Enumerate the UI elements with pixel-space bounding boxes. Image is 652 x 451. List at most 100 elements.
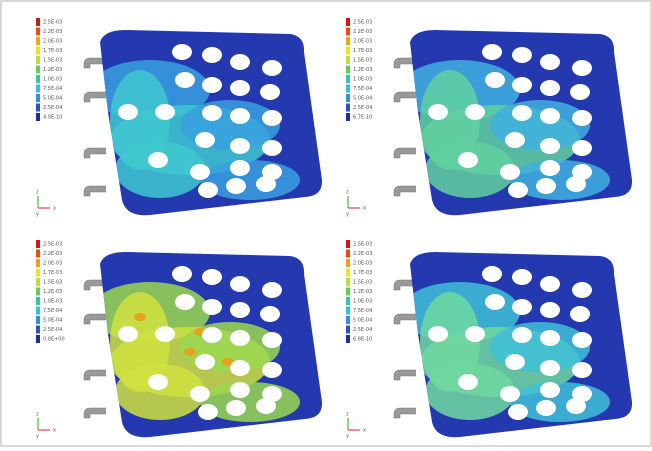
triad-label: x <box>53 428 56 434</box>
hole <box>572 60 592 76</box>
hole <box>155 326 175 342</box>
hole <box>262 140 282 156</box>
hole <box>195 132 215 148</box>
legend-label: 1.7E-03 <box>353 48 372 54</box>
legend-label: 2.5E-03 <box>43 242 62 248</box>
hole <box>572 332 592 348</box>
legend-label: 1.5E-03 <box>353 280 372 286</box>
legend-swatch <box>36 269 40 277</box>
hole <box>505 354 525 370</box>
triad-label: x <box>363 428 366 434</box>
legend-swatch <box>36 250 40 258</box>
legend-label: 2.0E-03 <box>43 39 62 45</box>
hole <box>540 108 560 124</box>
triad-label: y <box>36 434 39 440</box>
hole <box>512 47 532 63</box>
legend-label: 7.5E-04 <box>353 86 372 92</box>
hole <box>230 382 250 398</box>
legend-label: 1.5E-03 <box>353 58 372 64</box>
legend-label: 2.2E-03 <box>353 29 372 35</box>
legend-swatch <box>346 316 350 324</box>
legend-label: 2.5E-03 <box>353 242 372 248</box>
legend-label: 2.0E-03 <box>353 261 372 267</box>
legend-label: 1.0E-03 <box>43 299 62 305</box>
legend-label: 2.5E-04 <box>43 105 62 111</box>
hole <box>572 362 592 378</box>
legend-swatch <box>36 75 40 83</box>
hole <box>508 182 528 198</box>
legend-label: 1.2E-03 <box>353 67 372 73</box>
legend-swatch <box>36 307 40 315</box>
hole <box>428 326 448 342</box>
legend-label: 7.5E-04 <box>43 86 62 92</box>
hole <box>572 282 592 298</box>
hole <box>175 72 195 88</box>
hole <box>458 152 478 168</box>
hole <box>256 398 276 414</box>
hole <box>230 108 250 124</box>
legend-swatch <box>36 240 40 248</box>
hot-spot <box>184 348 196 356</box>
legend-label: 1.2E-03 <box>353 289 372 295</box>
hole <box>540 160 560 176</box>
legend-swatch <box>36 18 40 26</box>
hole <box>262 110 282 126</box>
legend-label: 4.0E-10 <box>43 115 62 121</box>
hole <box>536 178 556 194</box>
hole <box>512 327 532 343</box>
hole <box>198 182 218 198</box>
triad-label: x <box>53 206 56 212</box>
hole <box>482 266 502 282</box>
hole <box>500 164 520 180</box>
hole <box>572 110 592 126</box>
legend-label: 2.5E-04 <box>43 327 62 333</box>
hot-spot <box>134 313 146 321</box>
legend-swatch <box>346 37 350 45</box>
hole <box>540 360 560 376</box>
triad-label: y <box>36 212 39 218</box>
legend-label: 1.7E-03 <box>353 270 372 276</box>
legend-swatch <box>346 104 350 112</box>
legend-label: 2.0E-03 <box>353 39 372 45</box>
hole <box>198 404 218 420</box>
hole <box>230 302 250 318</box>
legend-swatch <box>36 326 40 334</box>
hole <box>428 104 448 120</box>
hole <box>118 104 138 120</box>
legend-label: 1.0E-03 <box>43 77 62 83</box>
legend-swatch <box>36 288 40 296</box>
triad-label: y <box>346 212 349 218</box>
legend-swatch <box>36 316 40 324</box>
hole <box>195 354 215 370</box>
legend-label: 5.0E-04 <box>353 318 372 324</box>
legend-label: 2.5E-04 <box>353 105 372 111</box>
legend-swatch <box>36 335 40 343</box>
legend-swatch <box>346 288 350 296</box>
legend-label: 1.5E-03 <box>43 58 62 64</box>
hole <box>202 269 222 285</box>
legend-label: 2.5E-04 <box>353 327 372 333</box>
hole <box>505 132 525 148</box>
legend-label: 1.0E-03 <box>353 77 372 83</box>
hole <box>202 105 222 121</box>
hole <box>190 164 210 180</box>
triad-label: z <box>36 412 39 418</box>
legend-swatch <box>36 113 40 121</box>
hole <box>485 294 505 310</box>
legend-label: 1.7E-03 <box>43 48 62 54</box>
legend-label: 1.0E-03 <box>353 299 372 305</box>
triad-label: z <box>346 190 349 196</box>
hole <box>508 404 528 420</box>
hole <box>566 398 586 414</box>
hole <box>540 80 560 96</box>
legend-swatch <box>346 28 350 36</box>
hole <box>155 104 175 120</box>
hole <box>540 276 560 292</box>
legend-label: 5.0E-04 <box>43 96 62 102</box>
hole <box>230 160 250 176</box>
figure: 2.5E-03 2.2E-03 2.0E-03 1.7E-03 1.5E-03 1.2E-… <box>0 0 652 447</box>
legend-label: 2.0E-03 <box>43 261 62 267</box>
legend-swatch <box>346 240 350 248</box>
hole <box>540 382 560 398</box>
hole <box>190 386 210 402</box>
